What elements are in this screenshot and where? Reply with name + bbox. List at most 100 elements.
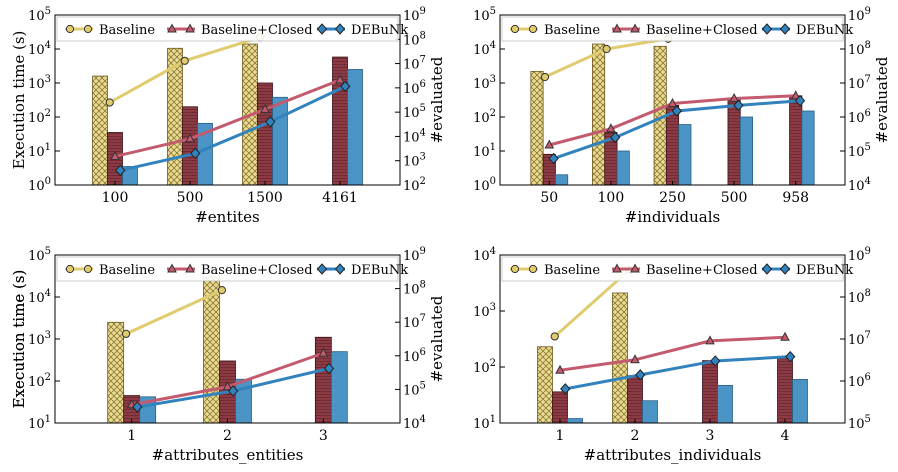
legend-marker-right (528, 264, 538, 274)
legend-label: Baseline (544, 263, 600, 278)
y2-tick-label: 103 (403, 152, 426, 170)
y2-tick-label: 105 (403, 380, 426, 398)
y2-tick-label: 107 (403, 313, 426, 331)
x-axis-label: #attributes_entities (152, 446, 304, 464)
point-baseline-closed-1 (110, 150, 120, 160)
y2-tick-label: 105 (403, 103, 426, 121)
point-debunk-1 (115, 164, 126, 177)
bar-debunk-3 (330, 351, 348, 423)
y2-tick-label: 106 (403, 79, 426, 97)
bar-baseline-closed-4 (727, 97, 741, 185)
y-axis-label: Execution time (s) (10, 270, 28, 409)
point-baseline-closed-2 (222, 381, 233, 391)
chart-panel-2: 100 101 102 103 104 105 104 105 106 107 108 109 50 10… (473, 6, 891, 226)
point-baseline-closed-4 (335, 74, 345, 84)
y-tick-label: 104 (473, 40, 496, 58)
legend-marker-left (167, 263, 177, 273)
point-debunk-3 (265, 116, 276, 128)
legend-marker-left (510, 24, 520, 34)
x-tick-label: 100 (102, 190, 129, 206)
bar-debunk-1 (567, 418, 583, 423)
bar-baseline-closed-5 (789, 95, 803, 185)
legend-label: DEBuNk (796, 263, 853, 278)
legend-label: DEBuNk (796, 23, 853, 38)
y-tick-label: 104 (473, 246, 496, 264)
legend-label: Baseline+Closed (201, 23, 313, 38)
bar-debunk-4 (347, 69, 363, 185)
bar-baseline-2 (612, 292, 628, 423)
chart-panel-1: 100 101 102 103 104 105 102 103 104 105 106 107 108 1… (10, 6, 446, 226)
y2-tick-label: 108 (403, 280, 426, 298)
x-tick-label: 3 (319, 428, 328, 444)
legend-marker-right (630, 23, 640, 33)
y-tick-label: 102 (473, 108, 496, 126)
y2-tick-label: 109 (848, 6, 871, 24)
legend-marker-left (167, 23, 177, 33)
y2-axis-label: #evaluated (428, 295, 446, 382)
legend-marker-left (65, 264, 75, 274)
x-axis-label: #individuals (625, 208, 720, 226)
line-baseline-closed (559, 335, 786, 372)
point-baseline-2 (180, 56, 189, 65)
point-debunk-2 (610, 131, 621, 144)
y-tick-label: 103 (473, 74, 496, 92)
line-baseline-closed (114, 78, 341, 158)
legend-marker-left (510, 264, 520, 274)
legend-label: DEBuNk (351, 263, 408, 278)
bar-baseline-closed-3 (702, 360, 718, 423)
y2-tick-label: 108 (848, 288, 871, 306)
y2-tick-label: 106 (403, 347, 426, 365)
legend: Baseline Baseline+Closed DEBuNk (501, 256, 853, 282)
bar-baseline-closed-3 (665, 104, 680, 185)
point-debunk-4 (340, 80, 351, 93)
bar-baseline-2 (592, 43, 606, 185)
y2-tick-label: 104 (403, 127, 426, 145)
y-axis-label: Execution time (s) (10, 31, 28, 170)
bar-baseline-closed-4 (777, 356, 793, 423)
x-axis-label: #entites (195, 208, 260, 226)
y2-tick-label: 104 (848, 176, 871, 194)
y-tick-label: 101 (473, 414, 496, 432)
bar-baseline-closed-2 (627, 375, 643, 423)
bar-debunk-1 (122, 166, 138, 185)
legend-label: Baseline+Closed (201, 263, 313, 278)
y-tick-label: 104 (28, 40, 51, 58)
y2-axis-label: #evaluated (428, 56, 446, 143)
y-tick-label: 103 (28, 330, 51, 348)
legend-marker-right (185, 263, 195, 273)
legend-label: Baseline (544, 23, 600, 38)
point-baseline-closed-1 (555, 364, 565, 374)
x-tick-label: 1500 (247, 190, 283, 206)
y-tick-label: 102 (28, 372, 51, 390)
y2-tick-label: 102 (403, 176, 426, 194)
point-debunk-2 (227, 385, 239, 397)
line-baseline (544, 37, 669, 79)
bar-debunk-3 (272, 96, 288, 185)
y2-tick-label: 106 (848, 108, 871, 126)
legend-marker-right (528, 24, 538, 34)
legend-marker-left (612, 263, 622, 273)
x-tick-label: 3 (706, 428, 715, 444)
legend-marker-right (83, 24, 93, 34)
plot-frame (54, 14, 401, 186)
y-tick-label: 103 (473, 302, 496, 320)
y2-tick-label: 109 (848, 246, 871, 264)
point-baseline-2 (217, 286, 226, 295)
legend-label: DEBuNk (351, 23, 408, 38)
y2-tick-label: 107 (848, 330, 871, 348)
x-tick-label: 500 (721, 190, 748, 206)
legend-marker-right (185, 23, 195, 33)
point-baseline-1 (105, 98, 114, 107)
legend-marker-right (334, 23, 346, 35)
bar-baseline-closed-2 (182, 106, 198, 185)
point-baseline-closed-3 (705, 335, 715, 345)
y-tick-label: 100 (473, 176, 496, 194)
plot-area (537, 265, 808, 423)
bar-baseline-1 (107, 321, 125, 423)
bar-debunk-3 (678, 124, 692, 185)
legend-marker-right (83, 264, 93, 274)
x-tick-label: 2 (223, 428, 232, 444)
point-baseline-closed-4 (780, 331, 790, 341)
bar-baseline-closed-1 (552, 391, 568, 423)
